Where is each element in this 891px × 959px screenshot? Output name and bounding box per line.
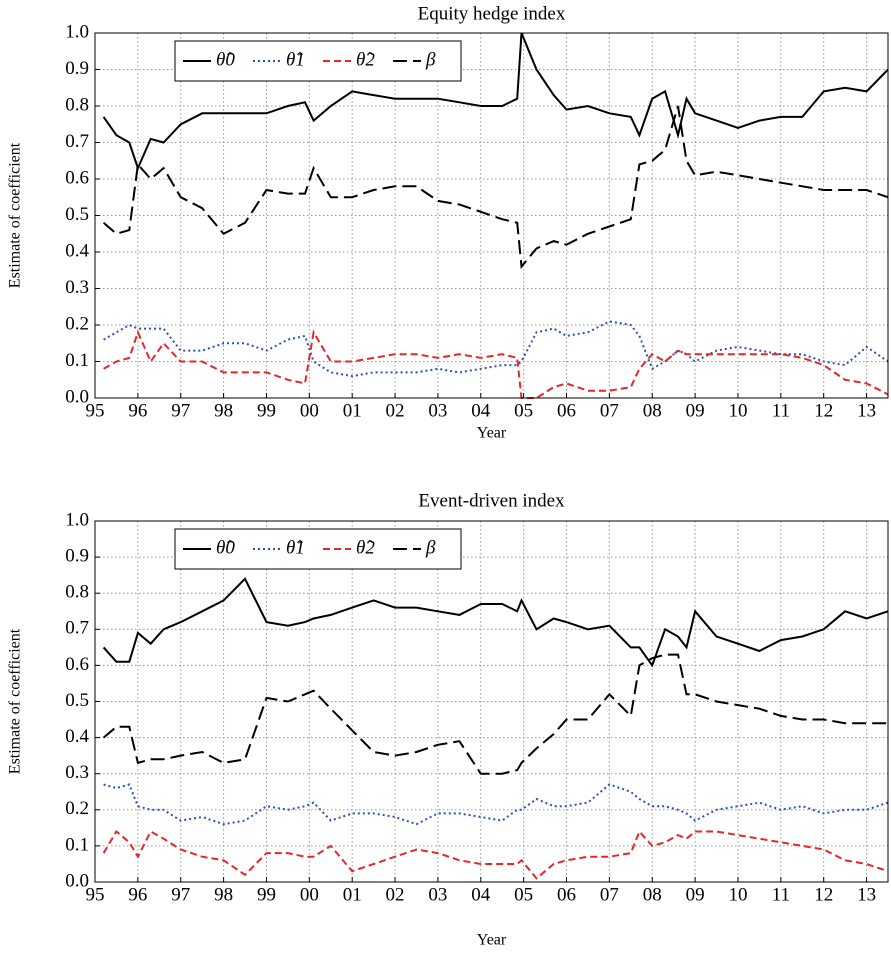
x-tick-label: 05: [514, 400, 533, 421]
x-tick-label: 11: [772, 400, 790, 421]
y-tick-label: 0.3: [65, 762, 89, 783]
x-tick-label: 05: [514, 884, 533, 905]
x-tick-label: 96: [128, 400, 147, 421]
series-line: [102, 105, 889, 270]
y-tick-label: 1.0: [65, 509, 89, 530]
legend-label: θ̂0: [216, 537, 235, 558]
x-tick-label: 12: [814, 884, 833, 905]
legend-label: θ̂1: [286, 49, 305, 70]
x-tick-label: 13: [857, 400, 876, 421]
series-line: [102, 653, 888, 775]
chart-title: Equity hedge index: [418, 3, 566, 24]
plot-frame: [94, 32, 889, 399]
x-tick-label: 03: [428, 400, 447, 421]
y-axis-label: Estimate of coefficient: [7, 628, 24, 774]
y-tick-label: 0.1: [65, 350, 89, 371]
y-tick-label: 1.0: [65, 21, 89, 42]
legend-label: θ̂2: [356, 537, 375, 558]
x-tick-label: 09: [686, 884, 705, 905]
legend-label: β: [425, 537, 436, 558]
chart-title: Event-driven index: [418, 490, 565, 511]
x-tick-label: 06: [557, 884, 576, 905]
y-tick-label: 0.0: [65, 386, 89, 407]
x-tick-label: 00: [300, 400, 319, 421]
legend-label: β: [425, 49, 436, 70]
x-tick-label: 02: [386, 884, 405, 905]
legend-label: θ̂0: [216, 49, 235, 70]
plot-frame: [94, 520, 889, 883]
x-tick-label: 95: [86, 884, 105, 905]
x-tick-label: 04: [471, 400, 491, 421]
x-tick-label: 12: [814, 400, 833, 421]
y-tick-label: 0.0: [65, 870, 89, 891]
x-axis-label: Year: [477, 425, 507, 442]
x-tick-label: 99: [257, 884, 276, 905]
series-line: [102, 32, 889, 171]
series-line: [102, 577, 889, 668]
y-tick-label: 0.9: [65, 545, 89, 566]
x-tick-label: 10: [728, 884, 747, 905]
x-tick-label: 08: [643, 400, 662, 421]
y-tick-label: 0.6: [65, 654, 89, 675]
y-tick-label: 0.2: [65, 798, 89, 819]
x-tick-label: 01: [343, 400, 362, 421]
x-tick-label: 02: [386, 400, 405, 421]
x-tick-label: 95: [86, 400, 105, 421]
legend-label: θ̂1: [286, 537, 305, 558]
y-tick-label: 0.5: [65, 204, 89, 225]
y-tick-label: 0.2: [65, 313, 89, 334]
y-tick-label: 0.8: [65, 582, 89, 603]
x-tick-label: 98: [214, 400, 233, 421]
x-axis-label: Year: [477, 932, 507, 949]
y-tick-label: 0.3: [65, 277, 89, 298]
x-tick-label: 08: [643, 884, 662, 905]
y-tick-label: 0.4: [65, 240, 89, 261]
y-axis-label: Estimate of coefficient: [7, 142, 24, 288]
legend-label: θ̂2: [356, 49, 375, 70]
x-tick-label: 13: [857, 884, 876, 905]
x-tick-label: 00: [300, 884, 319, 905]
x-tick-label: 06: [557, 400, 576, 421]
x-tick-label: 01: [343, 884, 362, 905]
series-line: [103, 320, 889, 378]
x-tick-label: 07: [600, 884, 619, 905]
x-tick-label: 96: [128, 884, 147, 905]
x-tick-label: 99: [257, 400, 276, 421]
y-tick-label: 0.4: [65, 726, 89, 747]
x-tick-label: 11: [772, 884, 790, 905]
x-tick-label: 07: [600, 400, 619, 421]
y-tick-label: 0.9: [65, 58, 89, 79]
y-tick-label: 0.1: [65, 834, 89, 855]
x-tick-label: 04: [471, 884, 491, 905]
y-tick-label: 0.5: [65, 690, 89, 711]
series-line: [103, 329, 889, 399]
y-tick-label: 0.8: [65, 94, 89, 115]
y-tick-label: 0.6: [65, 167, 89, 188]
y-tick-label: 0.7: [65, 131, 89, 152]
x-tick-label: 10: [728, 400, 747, 421]
x-tick-label: 09: [686, 400, 705, 421]
x-tick-label: 97: [171, 400, 190, 421]
x-tick-label: 97: [171, 884, 190, 905]
y-tick-label: 0.7: [65, 618, 89, 639]
x-tick-label: 03: [428, 884, 447, 905]
x-tick-label: 98: [214, 884, 233, 905]
series-line: [103, 783, 889, 826]
series-line: [102, 829, 889, 880]
